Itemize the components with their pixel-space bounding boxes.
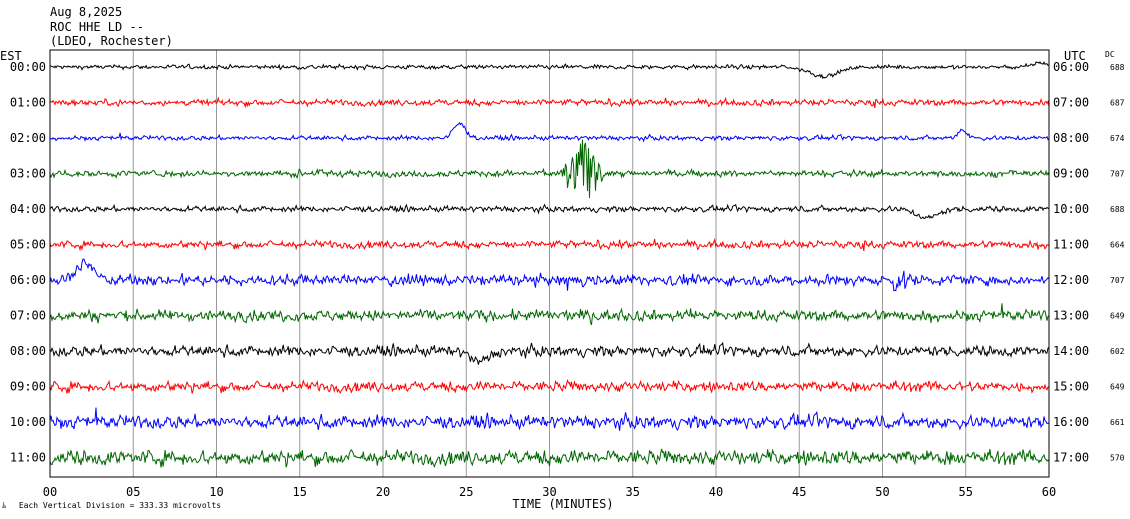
grid-lines — [132, 50, 967, 477]
x-tick-label-35: 35 — [626, 485, 640, 499]
dc-value-0600: 707 — [1110, 276, 1125, 285]
wiggle-icon: ﾑ — [2, 501, 6, 510]
utc-label-1400: 14:00 — [1053, 344, 1089, 358]
trace-0300 — [49, 139, 1050, 199]
dc-header: DC — [1105, 50, 1115, 59]
utc-label-1200: 12:00 — [1053, 273, 1089, 287]
utc-label-1500: 15:00 — [1053, 380, 1089, 394]
est-label-0500: 05:00 — [10, 238, 46, 252]
x-tick-label-50: 50 — [875, 485, 889, 499]
utc-label-1300: 13:00 — [1053, 309, 1089, 323]
utc-hour-labels: 06:00 07:00 08:00 09:00 10:00 11:00 12:00 13:00… — [1053, 60, 1089, 465]
dc-value-labels: 688 687 674 707 688 664 707 649 602 649 661 570 — [1110, 63, 1125, 463]
utc-label-1100: 11:00 — [1053, 238, 1089, 252]
x-axis-title: TIME (MINUTES) — [512, 497, 613, 511]
trace-0200 — [50, 122, 1050, 143]
x-tick-label-00: 00 — [43, 485, 57, 499]
utc-label-0900: 09:00 — [1053, 167, 1089, 181]
trace-0400 — [49, 203, 1050, 220]
trace-0000 — [50, 61, 1050, 80]
trace-group — [49, 61, 1050, 468]
utc-label-1700: 17:00 — [1053, 451, 1089, 465]
dc-value-1000: 661 — [1110, 418, 1125, 427]
trace-0600 — [49, 258, 1050, 292]
scale-footnote: ﾑ Each Vertical Division = 333.33 microv… — [2, 501, 221, 510]
station-label: ROC HHE LD -- — [50, 20, 144, 34]
dc-value-0300: 707 — [1110, 170, 1125, 179]
x-tick-label-45: 45 — [792, 485, 806, 499]
est-label-0000: 00:00 — [10, 60, 46, 74]
x-tick-label-10: 10 — [209, 485, 223, 499]
trace-1000 — [49, 407, 1050, 431]
date-label: Aug 8,2025 — [50, 5, 122, 19]
x-tick-label-25: 25 — [459, 485, 473, 499]
x-tick-label-60: 60 — [1042, 485, 1056, 499]
x-tick-label-30: 30 — [542, 485, 556, 499]
trace-1100 — [49, 448, 1050, 468]
est-label-1100: 11:00 — [10, 451, 46, 465]
est-label-0700: 07:00 — [10, 309, 46, 323]
plot-frame — [49, 49, 1050, 478]
dc-value-0000: 688 — [1110, 63, 1125, 72]
x-tick-label-20: 20 — [376, 485, 390, 499]
dc-value-1100: 570 — [1110, 454, 1125, 463]
network-label: (LDEO, Rochester) — [50, 34, 173, 48]
est-label-0100: 01:00 — [10, 96, 46, 110]
x-tick-label-40: 40 — [709, 485, 723, 499]
x-tick-label-15: 15 — [293, 485, 307, 499]
dc-value-0400: 688 — [1110, 205, 1125, 214]
dc-value-0100: 687 — [1110, 99, 1125, 108]
dc-value-0800: 602 — [1110, 347, 1125, 356]
est-label-0200: 02:00 — [10, 131, 46, 145]
utc-label-0600: 06:00 — [1053, 60, 1089, 74]
utc-label-1000: 10:00 — [1053, 202, 1089, 216]
x-tick-label-05: 05 — [126, 485, 140, 499]
trace-0800 — [49, 341, 1050, 365]
est-hour-labels: 00:00 01:00 02:00 03:00 04:00 05:00 06:00 07:00… — [10, 60, 46, 465]
est-label-0600: 06:00 — [10, 273, 46, 287]
dc-value-0900: 649 — [1110, 383, 1125, 392]
utc-header: UTC — [1064, 49, 1086, 63]
trace-0500 — [49, 237, 1050, 252]
utc-label-0800: 08:00 — [1053, 131, 1089, 145]
est-label-0800: 08:00 — [10, 344, 46, 358]
trace-0900 — [49, 378, 1050, 394]
utc-label-0700: 07:00 — [1053, 96, 1089, 110]
trace-0700 — [49, 303, 1050, 326]
utc-label-1600: 16:00 — [1053, 415, 1089, 429]
dc-value-0500: 664 — [1110, 241, 1125, 250]
est-label-0400: 04:00 — [10, 202, 46, 216]
est-label-0300: 03:00 — [10, 167, 46, 181]
trace-0100 — [49, 96, 1050, 109]
x-tick-label-55: 55 — [959, 485, 973, 499]
est-label-1000: 10:00 — [10, 415, 46, 429]
est-header: EST — [0, 49, 22, 63]
scale-footnote-text: Each Vertical Division = 333.33 microvol… — [19, 501, 221, 510]
dc-value-0200: 674 — [1110, 134, 1125, 143]
est-label-0900: 09:00 — [10, 380, 46, 394]
x-axis-ticks: 00 05 10 15 20 25 30 35 40 45 50 55 60 — [43, 485, 1056, 499]
dc-value-0700: 649 — [1110, 312, 1125, 321]
